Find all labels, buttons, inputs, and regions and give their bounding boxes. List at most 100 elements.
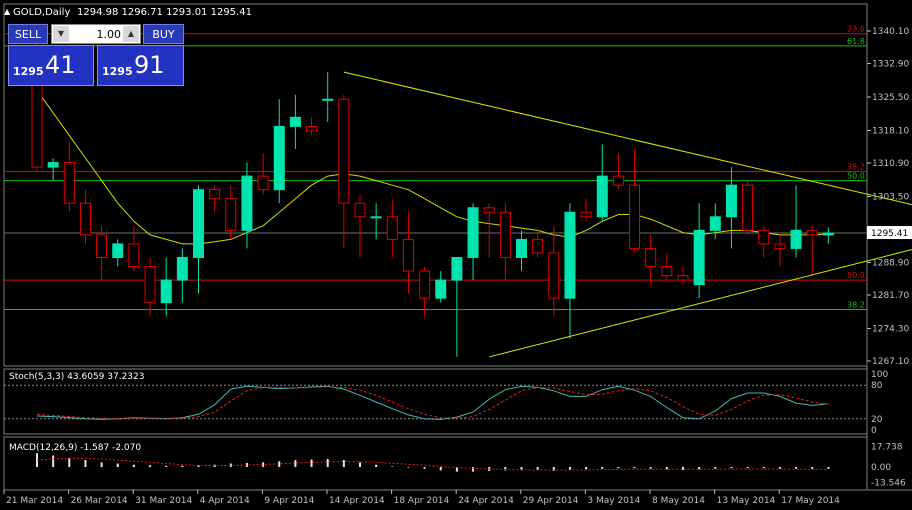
candle-body: [112, 243, 124, 258]
candle: [596, 144, 608, 222]
stoch-axis-label: 80: [871, 381, 883, 391]
macd-axis-label: 17.738: [871, 443, 903, 453]
candle: [806, 225, 818, 276]
time-axis-label: 8 May 2014: [652, 496, 705, 506]
candle-body: [160, 279, 172, 304]
title-triangle-icon: ▲: [4, 7, 11, 16]
stoch-axis-label: 100: [871, 370, 888, 380]
sell-quote-button[interactable]: 1295 41: [8, 45, 94, 86]
candle-body: [661, 266, 673, 277]
candle-body: [580, 211, 592, 218]
candle: [176, 248, 188, 303]
lot-size-input[interactable]: [71, 26, 121, 42]
candle: [661, 252, 673, 281]
candle-body: [806, 229, 818, 236]
sell-button[interactable]: SELL: [8, 24, 48, 44]
candle: [225, 185, 237, 240]
lot-decrease-icon[interactable]: ▼: [53, 26, 69, 42]
candle-body: [193, 189, 204, 258]
candle: [354, 194, 366, 258]
candle-body: [144, 266, 156, 304]
candle-body: [257, 175, 269, 191]
candle-body: [822, 232, 834, 236]
candle-body: [386, 216, 398, 240]
time-axis-label: 14 Apr 2014: [329, 496, 385, 506]
candle: [580, 198, 592, 222]
candle: [128, 225, 140, 272]
price-axis-label: 1340.10: [872, 27, 909, 37]
fib-level-label: 23.6: [847, 25, 865, 34]
candle-body: [483, 207, 495, 213]
candle: [467, 203, 479, 281]
macd-signal-line: [36, 457, 829, 471]
candle-body: [63, 162, 75, 204]
stoch-main-line: [36, 385, 829, 420]
candle: [402, 212, 414, 294]
fib-level-label: 38.2: [847, 163, 865, 172]
candle-body: [209, 189, 221, 200]
candle-body: [79, 202, 91, 236]
candle: [370, 203, 382, 240]
lot-increase-icon[interactable]: ▲: [123, 26, 139, 42]
price-axis-label: 1274.30: [872, 324, 909, 334]
candle: [209, 185, 221, 213]
candle: [725, 167, 737, 249]
time-axis-label: 26 Mar 2014: [71, 496, 128, 506]
candle-body: [742, 184, 754, 231]
candle-body: [596, 175, 608, 218]
candle: [257, 153, 269, 195]
chart-ohlc: 1294.98 1296.71 1293.01 1295.41: [77, 7, 252, 18]
candle-body: [176, 256, 188, 281]
buy-button[interactable]: BUY: [143, 24, 184, 44]
time-axis-label: 3 May 2014: [587, 496, 640, 506]
candle-body: [435, 279, 447, 299]
candle: [822, 227, 834, 244]
candle-body: [774, 243, 786, 249]
fib-level-label: 50.0: [847, 271, 865, 280]
candle: [516, 230, 527, 272]
price-axis-label: 1267.10: [872, 357, 909, 367]
candle-body: [419, 270, 431, 299]
candle: [160, 257, 172, 317]
candle: [451, 256, 463, 357]
candle-body: [451, 256, 463, 281]
candle: [79, 189, 91, 244]
candle-body: [677, 275, 689, 281]
candle-body: [354, 202, 366, 218]
price-axis-label: 1318.10: [872, 126, 909, 136]
candle: [677, 266, 689, 285]
candle: [63, 142, 75, 213]
candle: [483, 203, 495, 258]
price-axis-label: 1281.70: [872, 291, 909, 301]
time-axis-label: 18 Apr 2014: [394, 496, 450, 506]
candle-body: [564, 211, 576, 299]
current-price-label: 1295.41: [871, 229, 908, 239]
candle: [564, 203, 576, 339]
buy-price-pips: 91: [134, 51, 165, 79]
candle-body: [467, 207, 479, 258]
candle-body: [402, 238, 414, 272]
candle-body: [273, 125, 285, 191]
price-axis-label: 1325.50: [872, 93, 909, 103]
candle-body: [47, 162, 59, 168]
buy-quote-button[interactable]: 1295 91: [97, 45, 184, 86]
candle-body: [306, 125, 318, 132]
stoch-title: Stoch(5,3,3) 43.6059 37.2323: [9, 372, 144, 382]
time-axis-label: 24 Apr 2014: [458, 496, 514, 506]
candle: [193, 185, 204, 294]
candle: [144, 257, 156, 317]
candle: [774, 234, 786, 267]
candle-body: [241, 175, 253, 231]
time-axis-label: 31 Mar 2014: [135, 496, 192, 506]
candle: [645, 234, 657, 285]
candle: [96, 225, 108, 281]
candle: [742, 180, 754, 235]
candle-body: [338, 98, 350, 204]
time-axis-label: 29 Apr 2014: [523, 496, 579, 506]
fib-level-label: 50.0: [847, 172, 865, 181]
candle-body: [645, 247, 657, 268]
candle-body: [225, 198, 237, 231]
candle-body: [612, 175, 624, 186]
time-axis-label: 13 May 2014: [717, 496, 776, 506]
